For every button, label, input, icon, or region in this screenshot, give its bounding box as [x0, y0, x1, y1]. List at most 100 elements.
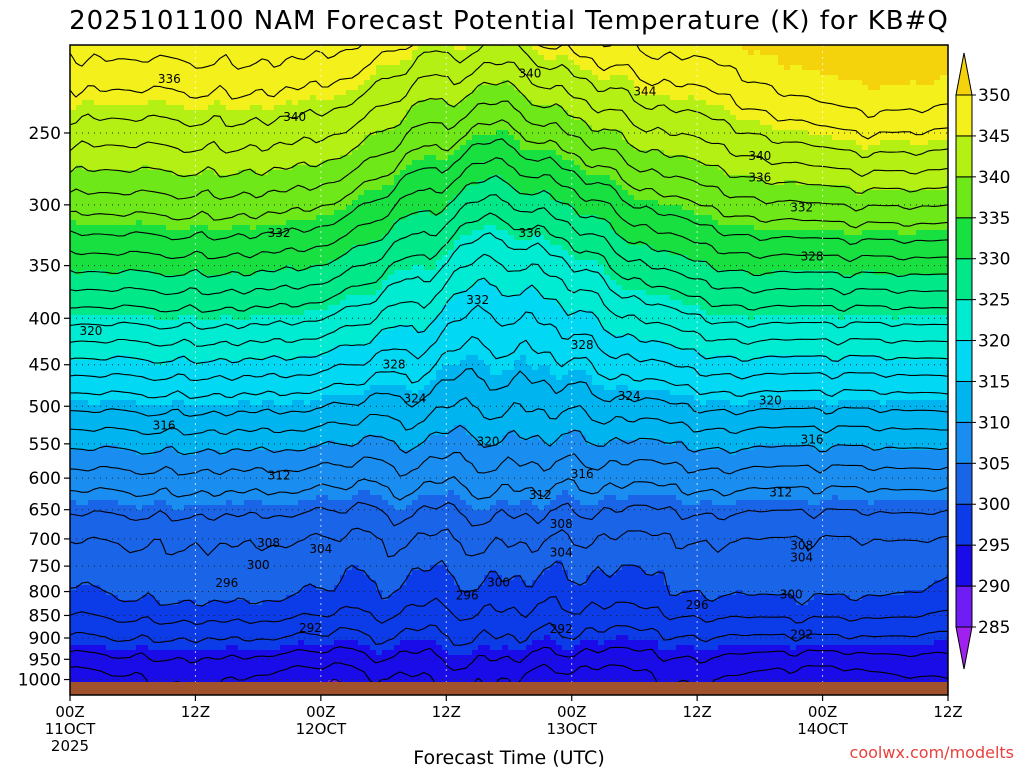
filled-cell: [70, 120, 77, 126]
filled-cell: [292, 130, 299, 136]
filled-cell: [460, 125, 467, 131]
filled-cell: [670, 190, 677, 196]
filled-cell: [394, 165, 401, 171]
filled-cell: [118, 55, 125, 61]
filled-cell: [826, 115, 833, 121]
filled-cell: [610, 60, 617, 66]
filled-cell: [196, 45, 203, 51]
filled-cell: [796, 80, 803, 86]
filled-cell: [358, 170, 365, 176]
filled-cell: [856, 65, 863, 71]
filled-cell: [868, 85, 875, 91]
filled-cell: [640, 195, 647, 201]
filled-cell: [430, 65, 437, 71]
filled-cell: [664, 110, 671, 116]
filled-cell: [130, 135, 137, 141]
filled-cell: [244, 120, 251, 126]
filled-cell: [292, 125, 299, 131]
filled-cell: [856, 110, 863, 116]
filled-cell: [274, 205, 281, 211]
filled-cell: [508, 85, 515, 91]
filled-cell: [274, 185, 281, 191]
filled-cell: [406, 120, 413, 126]
filled-cell: [310, 170, 317, 176]
filled-cell: [154, 205, 161, 211]
filled-cell: [430, 175, 437, 181]
filled-cell: [808, 75, 815, 81]
filled-cell: [418, 190, 425, 196]
filled-cell: [442, 70, 449, 76]
filled-cell: [484, 75, 491, 81]
filled-cell: [742, 120, 749, 126]
filled-cell: [418, 70, 425, 76]
filled-cell: [238, 85, 245, 91]
filled-cell: [256, 210, 263, 216]
filled-cell: [586, 200, 593, 206]
filled-cell: [298, 155, 305, 161]
filled-cell: [166, 75, 173, 81]
filled-cell: [448, 120, 455, 126]
filled-cell: [604, 160, 611, 166]
filled-cell: [814, 140, 821, 146]
filled-cell: [826, 160, 833, 166]
filled-cell: [676, 115, 683, 121]
filled-cell: [82, 85, 89, 91]
filled-cell: [382, 130, 389, 136]
filled-cell: [790, 95, 797, 101]
filled-cell: [742, 195, 749, 201]
filled-cell: [478, 120, 485, 126]
filled-cell: [352, 70, 359, 76]
filled-cell: [892, 190, 899, 196]
filled-cell: [202, 185, 209, 191]
filled-cell: [832, 205, 839, 211]
filled-cell: [592, 210, 599, 216]
filled-cell: [820, 210, 827, 216]
filled-cell: [484, 110, 491, 116]
filled-cell: [640, 110, 647, 116]
filled-cell: [946, 90, 948, 96]
filled-cell: [370, 105, 377, 111]
filled-cell: [256, 60, 263, 66]
filled-cell: [484, 125, 491, 131]
filled-cell: [310, 100, 317, 106]
filled-cell: [346, 140, 353, 146]
filled-cell: [874, 125, 881, 131]
filled-cell: [490, 195, 497, 201]
filled-cell: [742, 180, 749, 186]
filled-cell: [514, 185, 521, 191]
filled-cell: [274, 175, 281, 181]
filled-cell: [682, 90, 689, 96]
filled-cell: [496, 75, 503, 81]
filled-cell: [922, 70, 929, 76]
filled-cell: [886, 45, 893, 51]
filled-cell: [124, 160, 131, 166]
filled-cell: [754, 140, 761, 146]
filled-cell: [316, 140, 323, 146]
filled-cell: [874, 150, 881, 156]
filled-cell: [334, 190, 341, 196]
filled-cell: [382, 190, 389, 196]
filled-cell: [916, 50, 923, 56]
filled-cell: [184, 205, 191, 211]
filled-cell: [742, 75, 749, 81]
filled-cell: [562, 185, 569, 191]
filled-cell: [814, 45, 821, 51]
filled-cell: [238, 70, 245, 76]
filled-cell: [166, 70, 173, 76]
filled-cell: [532, 120, 539, 126]
filled-cell: [532, 195, 539, 201]
filled-cell: [448, 205, 455, 211]
filled-cell: [472, 190, 479, 196]
filled-cell: [754, 110, 761, 116]
filled-cell: [346, 120, 353, 126]
filled-cell: [388, 165, 395, 171]
filled-cell: [304, 170, 311, 176]
filled-cell: [502, 130, 509, 136]
filled-cell: [376, 70, 383, 76]
filled-cell: [250, 185, 257, 191]
filled-cell: [664, 80, 671, 86]
filled-cell: [250, 70, 257, 76]
filled-cell: [616, 140, 623, 146]
filled-cell: [862, 185, 869, 191]
filled-cell: [130, 105, 137, 111]
